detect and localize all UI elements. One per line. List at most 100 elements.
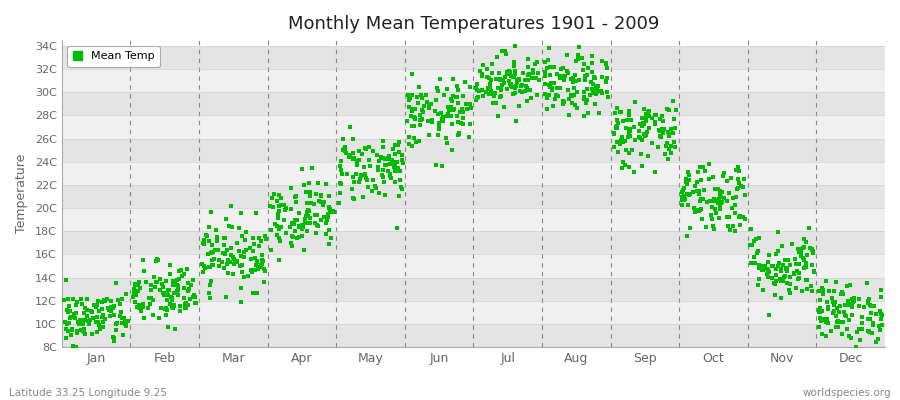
Point	[693, 205, 707, 212]
Point	[828, 299, 842, 305]
Point	[680, 233, 695, 240]
Point	[163, 271, 177, 277]
Title: Monthly Mean Temperatures 1901 - 2009: Monthly Mean Temperatures 1901 - 2009	[288, 15, 659, 33]
Point	[143, 294, 157, 301]
Point	[664, 142, 679, 149]
Point	[446, 76, 460, 82]
Point	[791, 276, 806, 282]
Point	[838, 302, 852, 308]
Point	[772, 276, 787, 282]
Text: worldspecies.org: worldspecies.org	[803, 388, 891, 398]
Point	[210, 234, 224, 240]
Point	[799, 252, 814, 258]
Point	[284, 243, 299, 249]
Point	[346, 136, 360, 142]
Point	[408, 105, 422, 112]
Point	[202, 238, 217, 244]
Point	[765, 263, 779, 269]
Point	[695, 216, 709, 222]
Point	[829, 279, 843, 285]
Point	[861, 300, 876, 306]
Point	[77, 331, 92, 337]
Point	[493, 87, 508, 94]
Point	[588, 101, 602, 108]
Point	[175, 273, 189, 280]
Point	[640, 129, 654, 136]
Point	[360, 176, 374, 183]
Point	[816, 291, 831, 298]
Point	[414, 107, 428, 113]
Point	[333, 180, 347, 186]
Point	[302, 180, 316, 187]
Point	[491, 112, 506, 119]
Point	[641, 109, 655, 115]
Point	[235, 262, 249, 268]
Point	[618, 146, 633, 153]
Point	[149, 278, 164, 285]
Point	[558, 73, 572, 80]
Point	[589, 83, 603, 89]
Point	[585, 60, 599, 66]
Point	[322, 193, 337, 200]
Point	[321, 211, 336, 218]
Point	[174, 267, 188, 273]
Point	[265, 194, 279, 201]
Point	[299, 189, 313, 195]
Point	[382, 156, 397, 162]
Point	[244, 255, 258, 262]
Point	[706, 174, 720, 180]
Point	[97, 296, 112, 303]
Point	[304, 200, 319, 206]
Point	[114, 309, 129, 316]
Point	[323, 235, 338, 242]
Point	[80, 296, 94, 302]
Point	[156, 281, 170, 287]
Point	[841, 302, 855, 309]
Point	[421, 132, 436, 138]
Point	[115, 296, 130, 302]
Point	[566, 75, 580, 81]
Point	[680, 169, 695, 176]
Point	[495, 48, 509, 54]
Point	[514, 83, 528, 89]
Point	[196, 263, 211, 270]
Point	[681, 192, 696, 198]
Point	[177, 301, 192, 307]
Point	[441, 111, 455, 117]
Point	[505, 84, 519, 90]
Point	[500, 69, 514, 76]
Point	[566, 92, 580, 98]
Point	[546, 64, 561, 70]
Point	[252, 235, 266, 242]
Point	[378, 192, 392, 198]
Point	[158, 290, 172, 296]
Point	[392, 149, 406, 155]
Point	[702, 176, 716, 183]
Point	[180, 266, 194, 272]
Point	[248, 254, 262, 261]
Point	[154, 305, 168, 312]
Point	[713, 201, 727, 207]
Point	[799, 260, 814, 266]
Point	[211, 246, 225, 253]
Point	[615, 134, 629, 140]
Point	[717, 195, 732, 202]
Point	[270, 232, 284, 238]
Point	[205, 257, 220, 263]
Point	[132, 285, 147, 292]
Point	[93, 326, 107, 332]
Point	[707, 197, 722, 204]
Point	[500, 86, 515, 92]
Point	[376, 144, 391, 150]
Point	[395, 186, 410, 192]
Point	[336, 147, 350, 153]
Point	[404, 92, 419, 98]
Point	[292, 223, 307, 229]
Point	[590, 86, 605, 92]
Point	[395, 186, 410, 193]
Point	[554, 73, 569, 79]
Point	[321, 214, 336, 220]
Point	[429, 162, 444, 168]
Point	[158, 306, 172, 312]
Point	[381, 168, 395, 174]
